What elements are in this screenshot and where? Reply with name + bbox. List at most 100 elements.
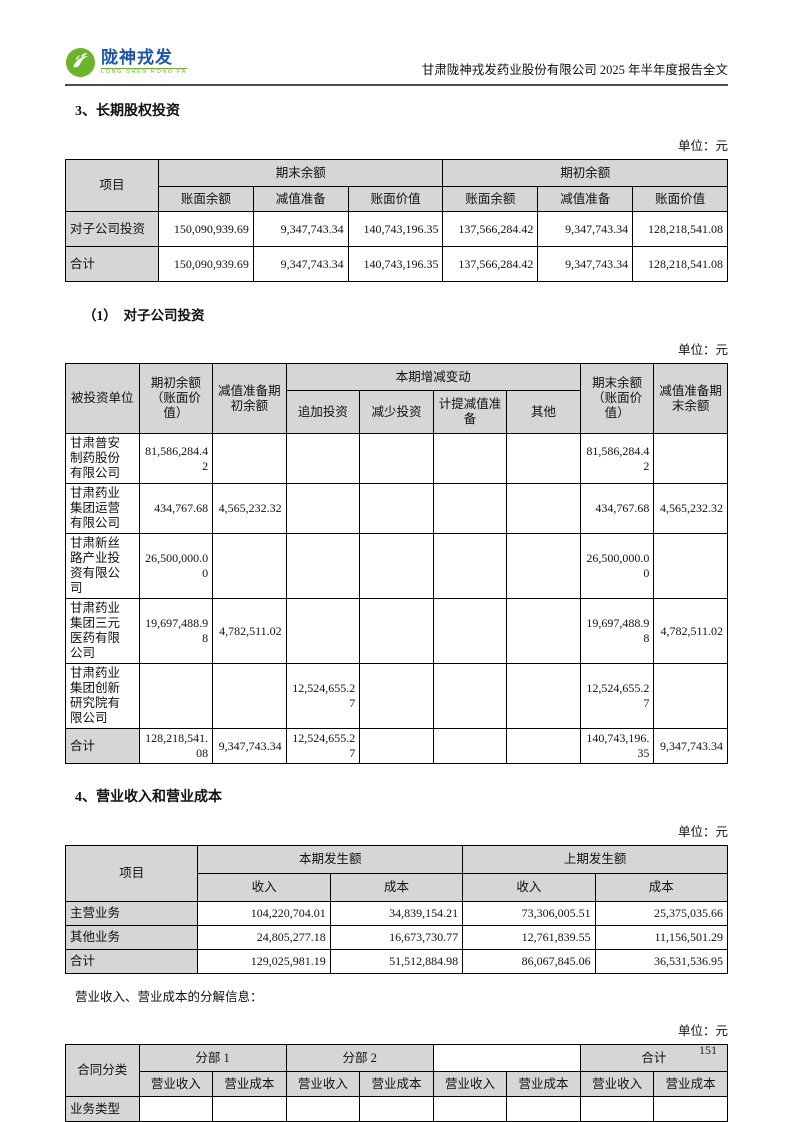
subheader-cell: 账面价值 <box>632 186 728 212</box>
row-label: 对子公司投资 <box>65 211 159 247</box>
subheader-cell: 营业成本 <box>653 1071 728 1097</box>
table-row: 主营业务 104,220,704.01 34,839,154.21 73,306… <box>64 901 729 926</box>
table-cell: 12,524,655.27 <box>579 663 655 729</box>
unit-label-2: 单位：元 <box>677 343 728 357</box>
table-cell: 140,743,196.35 <box>579 728 655 764</box>
table-row: 甘肃新丝 路产业投 资有限公 司 26,500,000.00 26,500,00… <box>65 533 728 599</box>
table-cell: 86,067,845.06 <box>462 949 596 974</box>
table-cell: 19,697,488.98 <box>138 598 214 664</box>
table-cell: 150,090,939.69 <box>158 246 254 282</box>
subheader-cell: 减少投资 <box>359 390 434 434</box>
logo-company-name: 陇神戎发 <box>101 48 173 68</box>
logo-text: 陇神戎发 LONG SHEN RONG FA <box>101 49 187 76</box>
table-cell <box>285 433 361 484</box>
table-subheader-row: 账面余额 减值准备 账面价值 账面余额 减值准备 账面价值 <box>66 186 728 212</box>
header-cell-segment-blank <box>432 1044 581 1072</box>
investee-name: 甘肃药业 集团创新 研究院有 限公司 <box>65 663 140 729</box>
subheader-cell: 营业成本 <box>359 1071 434 1097</box>
subheader-cell: 营业收入 <box>138 1071 214 1097</box>
table-cell <box>285 1096 361 1122</box>
subheader-cell: 收入 <box>197 873 331 902</box>
table-total-row: 合计 128,218,541.08 9,347,743.34 12,524,65… <box>65 728 728 764</box>
header-cell-begin-impairment: 减值准备期初余额 <box>212 363 287 434</box>
table-cell: 12,524,655.27 <box>285 728 361 764</box>
header-cell-end-balance: 期末余额（账面价值） <box>579 363 655 434</box>
table-header-row: 项目 本期发生额 上期发生额 <box>64 845 728 902</box>
subheader-cell: 计提减值准备 <box>432 390 508 434</box>
table-row: 其他业务 24,805,277.18 16,673,730.77 12,761,… <box>64 925 729 950</box>
table-row: 甘肃药业 集团三元 医药有限 公司 19,697,488.98 4,782,51… <box>65 598 728 664</box>
table-cell: 9,347,743.34 <box>212 728 287 764</box>
header-cell-beginning-balance: 期初余额 <box>442 159 728 187</box>
investee-name: 甘肃新丝 路产业投 资有限公 司 <box>65 533 140 599</box>
logo-bird-icon <box>65 47 96 78</box>
table-cell <box>359 598 434 664</box>
subheader-cell: 营业成本 <box>506 1071 581 1097</box>
table-cell: 9,347,743.34 <box>252 211 349 247</box>
table-cell <box>432 728 508 764</box>
table-cell <box>432 433 508 484</box>
table-cell <box>506 483 581 534</box>
table-row: 合计 150,090,939.69 9,347,743.34 140,743,1… <box>65 246 728 282</box>
table-cell <box>359 483 434 534</box>
header-cell-segment-1: 分部 1 <box>138 1044 287 1072</box>
table-cell <box>359 1096 434 1122</box>
subheader-cell: 成本 <box>594 873 729 902</box>
table-cell <box>212 533 287 599</box>
logo-company-name-en: LONG SHEN RONG FA <box>101 68 187 76</box>
table-cell: 140,743,196.35 <box>347 246 444 282</box>
header-cell-contract-class: 合同分类 <box>65 1044 140 1097</box>
header-cell-begin-balance: 期初余额（账面价值） <box>138 363 214 434</box>
unit-label-4: 单位：元 <box>677 1024 728 1038</box>
table-cell: 51,512,884.98 <box>329 949 464 974</box>
table-cell: 4,782,511.02 <box>653 598 728 664</box>
table-cell <box>432 598 508 664</box>
table-row: 甘肃普安 制药股份 有限公司 81,586,284.42 81,586,284.… <box>65 433 728 484</box>
table-cell: 12,524,655.27 <box>285 663 361 729</box>
subheader-cell: 减值准备 <box>252 186 349 212</box>
table-cell: 9,347,743.34 <box>252 246 349 282</box>
long-term-equity-table: 项目 期末余额 期初余额 账面余额 减值准备 账面价值 账面余额 减值准备 账面… <box>65 159 728 282</box>
table-cell <box>138 1096 214 1122</box>
table-row: 甘肃药业 集团创新 研究院有 限公司 12,524,655.27 12,524,… <box>65 663 728 729</box>
subheader-cell: 营业成本 <box>212 1071 287 1097</box>
table-cell: 9,347,743.34 <box>537 246 634 282</box>
table-cell <box>506 533 581 599</box>
table-cell: 137,566,284.42 <box>442 211 539 247</box>
section-heading-4: 4、营业收入和营业成本 <box>75 790 222 805</box>
page-header: 陇神戎发 LONG SHEN RONG FA 甘肃陇神戎发药业股份有限公司 20… <box>65 30 728 86</box>
subheader-cell: 减值准备 <box>537 186 634 212</box>
table-cell <box>432 483 508 534</box>
header-cell-ending-balance: 期末余额 <box>157 159 444 187</box>
row-label: 其他业务 <box>64 925 199 950</box>
subheader-cell: 账面价值 <box>347 186 444 212</box>
table-cell: 9,347,743.34 <box>537 211 634 247</box>
table-cell: 25,375,035.66 <box>594 901 729 926</box>
subheader-cell: 其他 <box>506 390 581 434</box>
header-cell-investee: 被投资单位 <box>65 363 140 434</box>
table-cell <box>285 598 361 664</box>
table-cell: 150,090,939.69 <box>158 211 254 247</box>
table-cell <box>506 1096 581 1122</box>
table-cell: 434,767.68 <box>138 483 214 534</box>
table-cell: 26,500,000.00 <box>138 533 214 599</box>
page-number: 151 <box>699 1043 717 1057</box>
company-logo: 陇神戎发 LONG SHEN RONG FA <box>65 47 187 78</box>
table-cell <box>506 433 581 484</box>
subsidiary-investment-table: 被投资单位 期初余额（账面价值） 减值准备期初余额 本期增减变动 期末余额（账面… <box>65 363 728 764</box>
revenue-breakdown-table: 合同分类 分部 1 分部 2 合计 营业收入 营业成本 营业收入 营业成本 营业… <box>65 1044 729 1122</box>
table-cell: 81,586,284.42 <box>579 433 655 484</box>
table-cell: 140,743,196.35 <box>347 211 444 247</box>
table-subheader-row: 追加投资 减少投资 计提减值准备 其他 <box>66 390 728 434</box>
table-cell: 26,500,000.00 <box>579 533 655 599</box>
table-row: 业务类型 <box>65 1096 728 1122</box>
table-cell: 34,839,154.21 <box>329 901 464 926</box>
unit-label-1: 单位：元 <box>677 139 728 153</box>
table-cell <box>359 533 434 599</box>
subheader-cell: 营业收入 <box>432 1071 508 1097</box>
breakdown-note: 营业收入、营业成本的分解信息： <box>75 990 263 1004</box>
table-cell: 4,782,511.02 <box>212 598 287 664</box>
document-title: 甘肃陇神戎发药业股份有限公司 2025 年半年度报告全文 <box>421 63 728 77</box>
table-cell: 128,218,541.08 <box>632 211 728 247</box>
